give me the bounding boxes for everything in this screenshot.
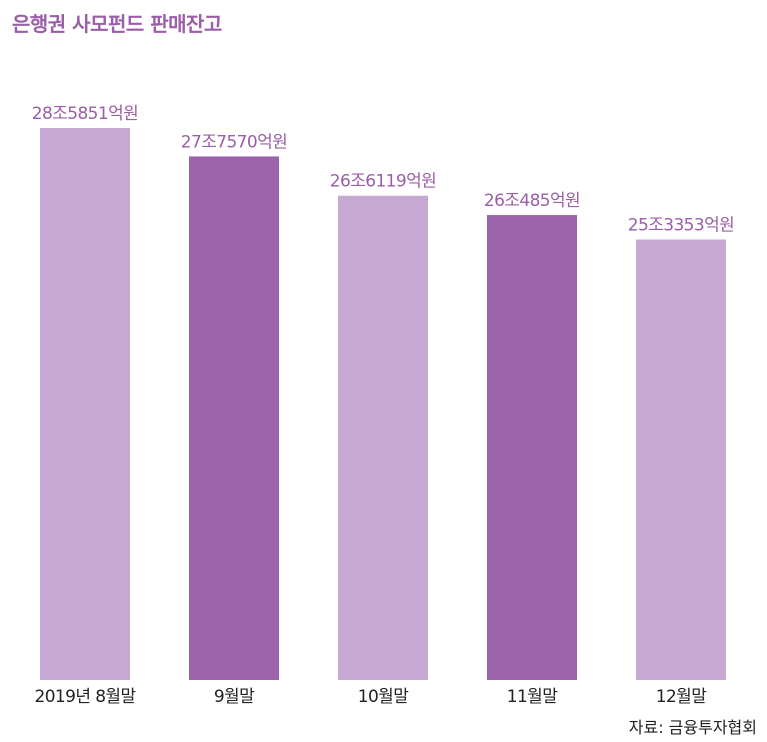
bar-4 <box>487 215 577 681</box>
bar-1 <box>40 128 130 680</box>
bar-3 <box>338 195 428 680</box>
category-label-1: 2019년 8월말 <box>34 687 136 707</box>
value-label-4: 26조485억원 <box>484 191 580 211</box>
bar-5 <box>636 239 726 680</box>
value-label-1: 28조5851억원 <box>32 104 138 124</box>
category-label-4: 11월말 <box>507 687 558 707</box>
category-label-5: 12월말 <box>656 687 707 707</box>
chart-title: 은행권 사모펀드 판매잔고 <box>12 12 222 36</box>
source-note: 자료: 금융투자협회 <box>628 718 757 737</box>
bar-2 <box>189 156 279 680</box>
value-label-3: 26조6119억원 <box>330 172 436 192</box>
value-label-5: 25조3353억원 <box>628 216 734 236</box>
value-label-2: 27조7570억원 <box>181 132 287 152</box>
category-label-2: 9월말 <box>214 687 255 707</box>
category-label-3: 10월말 <box>358 687 409 707</box>
